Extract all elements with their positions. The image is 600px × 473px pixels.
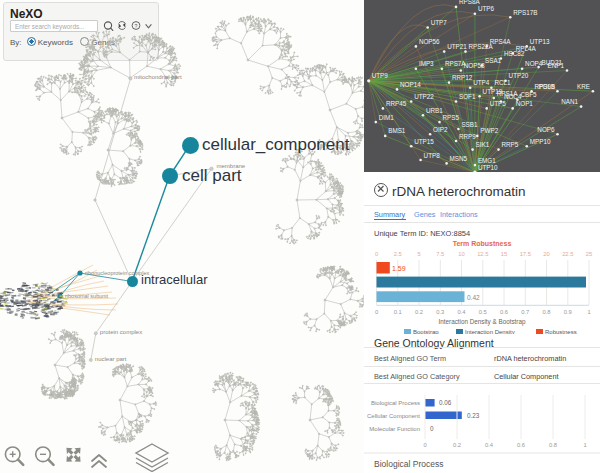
svg-text:UTP8: UTP8 <box>424 152 441 159</box>
svg-text:0: 0 <box>423 442 426 448</box>
svg-text:Robustness: Robustness <box>545 329 577 334</box>
svg-text:17.5: 17.5 <box>520 251 531 257</box>
svg-text:0.23: 0.23 <box>467 412 480 419</box>
svg-text:0.6: 0.6 <box>517 442 525 448</box>
svg-text:SIK1: SIK1 <box>476 141 490 148</box>
svg-text:UTP10: UTP10 <box>478 164 498 171</box>
svg-text:0.42: 0.42 <box>467 294 480 301</box>
svg-text:Bootstrap: Bootstrap <box>413 329 439 334</box>
svg-text:UTP15: UTP15 <box>414 138 434 145</box>
svg-text:SSA1: SSA1 <box>485 57 502 64</box>
svg-text:0.2: 0.2 <box>453 442 461 448</box>
svg-text:HSC82: HSC82 <box>504 50 525 57</box>
svg-text:RPS4A: RPS4A <box>490 38 511 45</box>
svg-text:0.4: 0.4 <box>485 442 494 448</box>
svg-text:NOP14: NOP14 <box>400 81 421 88</box>
svg-text:NAN1: NAN1 <box>561 98 578 105</box>
svg-text:5: 5 <box>417 251 420 257</box>
svg-text:Interaction Density: Interaction Density <box>465 329 515 334</box>
svg-text:ENP1: ENP1 <box>548 62 565 69</box>
svg-text:20: 20 <box>543 251 549 257</box>
svg-text:UTP5: UTP5 <box>490 100 507 107</box>
svg-text:1: 1 <box>583 442 586 448</box>
svg-text:0: 0 <box>375 309 378 315</box>
svg-text:0.4: 0.4 <box>457 309 466 315</box>
svg-text:NOP4: NOP4 <box>525 60 543 67</box>
svg-text:RRP9: RRP9 <box>459 133 476 140</box>
svg-text:UTP19: UTP19 <box>483 88 503 95</box>
svg-text:NOP1: NOP1 <box>516 100 534 107</box>
svg-text:15: 15 <box>501 251 507 257</box>
svg-text:RRP45: RRP45 <box>386 100 407 107</box>
svg-text:0.3: 0.3 <box>436 309 444 315</box>
svg-text:0.6: 0.6 <box>500 309 508 315</box>
svg-text:NOP6: NOP6 <box>537 126 555 133</box>
svg-text:0.9: 0.9 <box>564 309 572 315</box>
svg-text:0.1: 0.1 <box>394 309 402 315</box>
svg-text:UTP6: UTP6 <box>478 5 495 12</box>
svg-text:UTP21: UTP21 <box>447 43 467 50</box>
svg-text:12.5: 12.5 <box>477 251 488 257</box>
svg-text:0: 0 <box>430 425 434 432</box>
svg-text:UTP4: UTP4 <box>473 79 490 86</box>
svg-text:0.5: 0.5 <box>479 309 487 315</box>
svg-text:RRP5: RRP5 <box>502 141 519 148</box>
svg-text:Molecular Function: Molecular Function <box>369 426 420 432</box>
svg-text:PWP2: PWP2 <box>480 127 498 134</box>
svg-text:SOF1: SOF1 <box>459 93 476 100</box>
svg-text:0.2: 0.2 <box>415 309 423 315</box>
svg-text:MPP10: MPP10 <box>530 138 551 145</box>
svg-text:Interaction Density & Bootstra: Interaction Density & Bootstrap <box>439 318 526 326</box>
svg-text:Cellular Component: Cellular Component <box>367 413 420 419</box>
svg-text:ribosomal subunit: ribosomal subunit <box>65 293 109 299</box>
svg-text:CBF5: CBF5 <box>520 91 537 98</box>
svg-text:POL5: POL5 <box>538 83 555 90</box>
svg-text:RPS17B: RPS17B <box>513 9 537 16</box>
svg-text:KRE: KRE <box>577 83 590 90</box>
svg-text:BMS1: BMS1 <box>388 127 406 134</box>
svg-text:UTP9: UTP9 <box>372 72 389 79</box>
svg-text:RRP12: RRP12 <box>452 74 473 81</box>
svg-text:UTP7: UTP7 <box>431 19 448 26</box>
svg-text:OIP2: OIP2 <box>433 126 448 133</box>
svg-text:UTP22: UTP22 <box>414 93 434 100</box>
svg-text:0.8: 0.8 <box>542 309 550 315</box>
svg-text:DIM1: DIM1 <box>379 114 395 121</box>
svg-text:Biological Process: Biological Process <box>374 459 443 469</box>
svg-text:NOP56: NOP56 <box>419 38 440 45</box>
svg-text:2.5: 2.5 <box>394 251 402 257</box>
svg-text:7.5: 7.5 <box>436 251 444 257</box>
svg-text:NOP58: NOP58 <box>464 62 485 69</box>
svg-text:10: 10 <box>458 251 464 257</box>
svg-text:MSN5: MSN5 <box>450 155 468 162</box>
svg-text:RPS5: RPS5 <box>443 114 460 121</box>
svg-text:IMP3: IMP3 <box>419 60 434 67</box>
svg-text:SSB1: SSB1 <box>461 121 478 128</box>
svg-text:Biological Process: Biological Process <box>371 400 420 406</box>
svg-text:ribonucleoprotein complex: ribonucleoprotein complex <box>85 270 149 276</box>
svg-text:UTP13: UTP13 <box>530 38 550 45</box>
svg-text:22.5: 22.5 <box>562 251 573 257</box>
svg-text:UTP20: UTP20 <box>509 72 529 79</box>
svg-text:0.06: 0.06 <box>439 399 452 406</box>
svg-text:0.8: 0.8 <box>549 442 557 448</box>
svg-text:0.7: 0.7 <box>521 309 529 315</box>
svg-text:1: 1 <box>587 309 590 315</box>
svg-text:1.59: 1.59 <box>392 265 406 272</box>
svg-text:RCL1: RCL1 <box>494 79 511 86</box>
svg-text:0: 0 <box>375 251 378 257</box>
svg-text:URB1: URB1 <box>426 107 443 114</box>
svg-text:25: 25 <box>586 251 592 257</box>
